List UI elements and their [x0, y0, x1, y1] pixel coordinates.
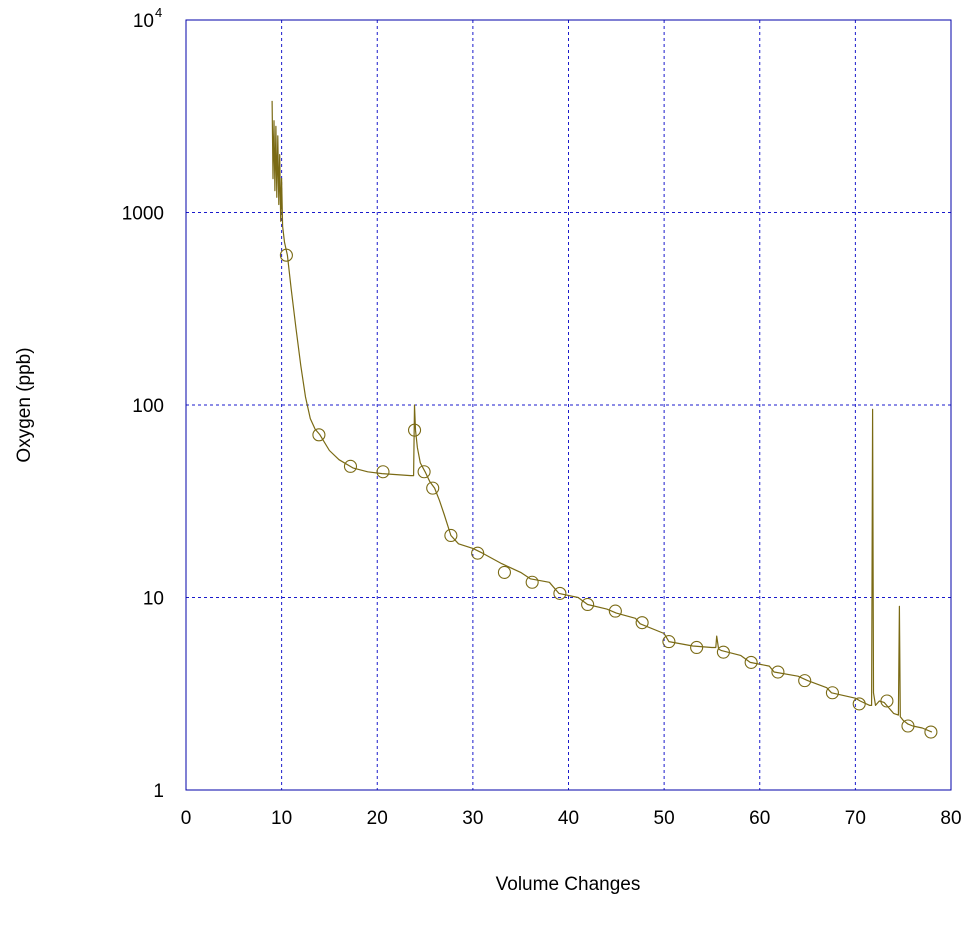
- y-tick-label: 1000: [122, 204, 164, 225]
- x-tick-label: 20: [367, 808, 388, 829]
- series-layer: [271, 100, 933, 733]
- data-point-marker: [852, 697, 866, 711]
- data-point-marker: [798, 674, 812, 688]
- data-point-marker: [825, 686, 839, 700]
- data-point-marker: [662, 635, 676, 649]
- x-tick-label: 40: [558, 808, 579, 829]
- data-point-marker: [497, 565, 511, 579]
- x-tick-label: 0: [181, 808, 192, 829]
- data-point-marker: [553, 586, 567, 600]
- data-point-marker: [901, 719, 915, 733]
- x-tick-label: 70: [845, 808, 866, 829]
- data-point-marker: [744, 655, 758, 669]
- data-point-marker: [376, 465, 390, 479]
- data-point-marker: [690, 640, 704, 655]
- data-point-marker: [608, 604, 622, 618]
- data-point-marker: [417, 465, 431, 479]
- grid-lines: [186, 20, 951, 790]
- x-axis-title: Volume Changes: [496, 874, 641, 895]
- data-point-marker: [635, 616, 649, 630]
- y-axis-title: Oxygen (ppb): [14, 347, 35, 462]
- x-tick-label: 80: [940, 808, 961, 829]
- data-point-marker: [525, 575, 539, 589]
- data-point-marker: [343, 459, 358, 473]
- data-point-marker: [407, 423, 422, 437]
- data-point-marker: [312, 428, 326, 442]
- x-tick-label: 50: [654, 808, 675, 829]
- x-tick-labels: 0 10 20 30 40 50 60 70 80: [181, 808, 962, 829]
- x-tick-label: 60: [749, 808, 770, 829]
- data-point-marker: [471, 546, 485, 560]
- data-point-marker: [426, 481, 440, 495]
- y-tick-label: 1: [153, 781, 164, 802]
- data-point-marker: [444, 528, 458, 543]
- data-point-marker: [924, 725, 938, 739]
- data-point-marker: [279, 248, 293, 262]
- series-line: [271, 100, 933, 733]
- x-tick-label: 10: [271, 808, 292, 829]
- data-point-marker: [771, 665, 785, 679]
- y-tick-label: 10: [143, 589, 164, 610]
- x-tick-label: 30: [462, 808, 483, 829]
- plot-frame: [185, 19, 952, 791]
- data-point-marker: [581, 597, 595, 612]
- y-tick-exponent: 4: [155, 5, 162, 20]
- data-point-marker: [716, 645, 730, 659]
- data-point-marker: [880, 694, 894, 708]
- y-tick-label: 100: [132, 396, 164, 417]
- y-tick-label: 10: [133, 11, 154, 32]
- marker-layer: [279, 248, 938, 739]
